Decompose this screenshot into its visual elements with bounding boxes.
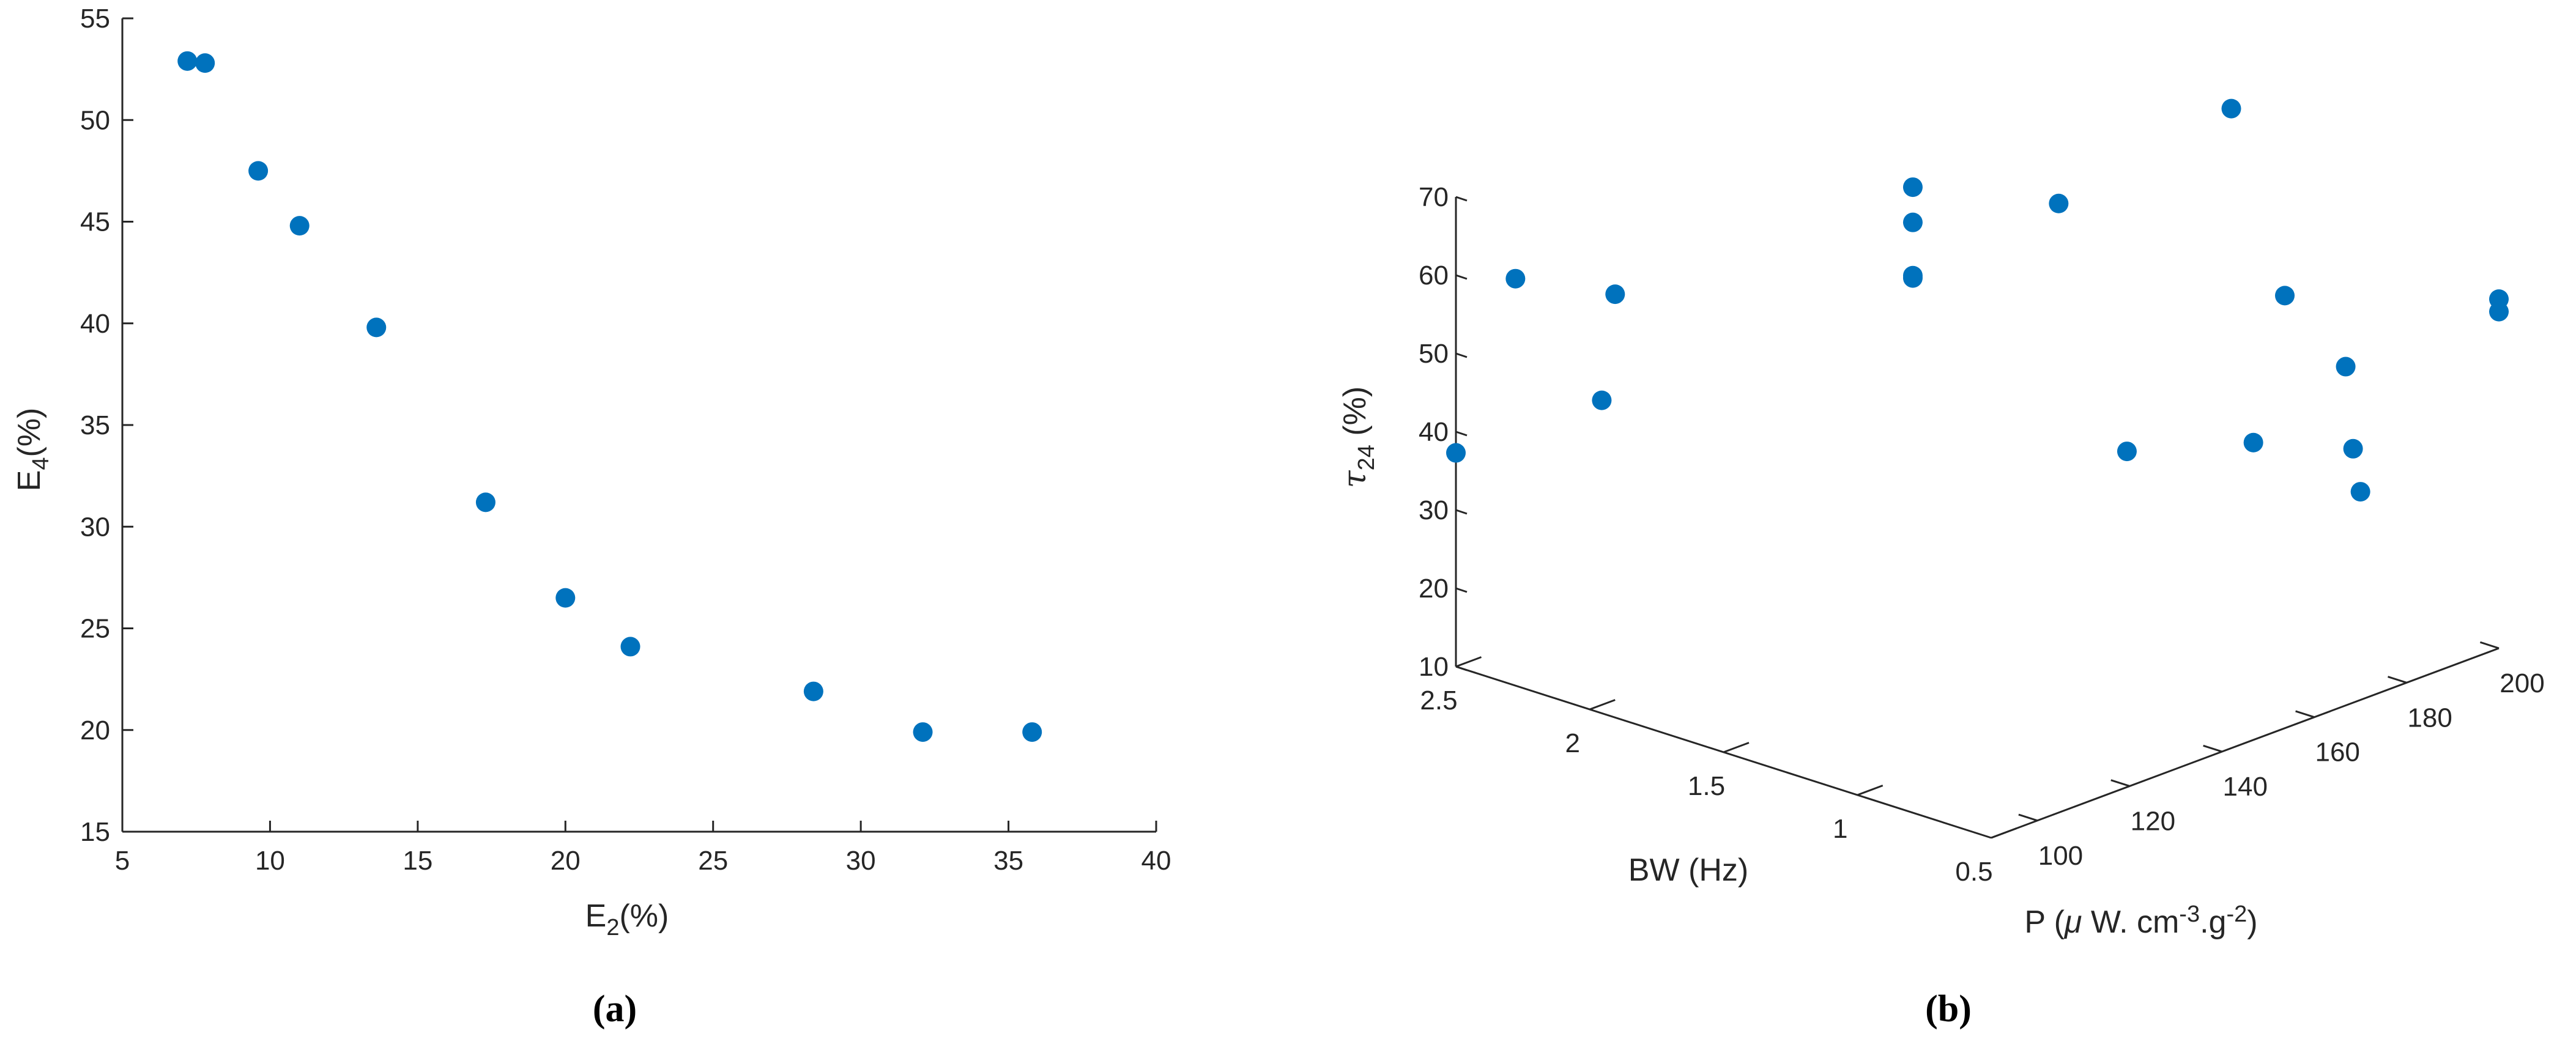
chart-a-point bbox=[803, 681, 823, 701]
chart-b-point bbox=[2489, 301, 2509, 322]
chart-b-z-axis-label: τ24 (%) bbox=[1337, 386, 1379, 488]
chart-b-x-tick bbox=[1589, 699, 1616, 711]
chart-b-y-tick-label: 180 bbox=[2407, 703, 2452, 733]
chart-b-y-tick bbox=[2388, 676, 2407, 684]
chart-a-point bbox=[1022, 722, 1042, 742]
chart-b-z-tick-label: 10 bbox=[1419, 652, 1449, 682]
chart-b-point bbox=[2117, 442, 2137, 462]
chart-b-y-tick-label: 100 bbox=[2038, 841, 2083, 871]
chart-b-x-tick-label: 2.5 bbox=[1420, 686, 1457, 715]
chart-a-point bbox=[913, 722, 933, 742]
chart-b-x-tick-label: 1 bbox=[1833, 814, 1847, 844]
chart-b-point bbox=[1446, 443, 1466, 463]
chart-b-point bbox=[2221, 98, 2241, 119]
chart-a-y-tick-label: 25 bbox=[80, 614, 110, 644]
chart-a-y-tick-label: 20 bbox=[80, 715, 110, 745]
chart-b-x-tick bbox=[1455, 656, 1482, 668]
chart-a-x-tick-label: 10 bbox=[255, 846, 285, 876]
chart-a-y-tick-label: 30 bbox=[80, 512, 110, 542]
chart-b-z-tick-label: 20 bbox=[1419, 574, 1449, 604]
chart-a-point bbox=[555, 588, 576, 608]
chart-b-z-tick bbox=[1455, 352, 1468, 358]
chart-b-point bbox=[1902, 177, 1923, 198]
chart-a-ticks: 5 10 15 20 25 30 35 40 15 20 25 30 35 40 45 50 55 bbox=[80, 4, 1171, 876]
chart-b-z-tick-label: 30 bbox=[1419, 495, 1449, 525]
chart-a-points bbox=[177, 51, 1042, 742]
chart-b-x-tick bbox=[1723, 742, 1750, 753]
chart-b-y-tick bbox=[2110, 779, 2130, 787]
chart-b-panel-label: (b) bbox=[1925, 988, 1972, 1030]
chart-b-ticks: 0.5 1 1.5 2 2.5 100 120 140 160 180 200 10 20 30 40 50 6… bbox=[1419, 182, 2545, 887]
chart-b-z-tick bbox=[1455, 509, 1468, 515]
chart-a-y-tick-label: 45 bbox=[80, 207, 110, 237]
chart-a-point bbox=[366, 317, 387, 338]
chart-b-point bbox=[2350, 482, 2370, 502]
chart-b-points bbox=[1446, 98, 2509, 502]
chart-a-x-tick-label: 30 bbox=[846, 846, 876, 876]
chart-b-z-tick-label: 70 bbox=[1419, 182, 1449, 212]
chart-b-point bbox=[2243, 432, 2263, 453]
chart-a-x-tick-label: 5 bbox=[115, 846, 130, 876]
chart-b-point bbox=[1902, 212, 1923, 232]
chart-b-z-tick-label: 60 bbox=[1419, 261, 1449, 290]
chart-b-x-tick-label: 2 bbox=[1565, 728, 1580, 758]
chart-b-x-tick bbox=[1857, 785, 1884, 796]
chart-b: 0.5 1 1.5 2 2.5 100 120 140 160 180 200 10 20 30 40 50 6… bbox=[1337, 98, 2545, 1030]
chart-a-point bbox=[177, 51, 198, 71]
chart-a-y-tick-label: 15 bbox=[80, 817, 110, 847]
chart-b-point bbox=[2275, 286, 2295, 306]
chart-a-point bbox=[620, 637, 640, 657]
chart-a-point bbox=[289, 216, 310, 236]
chart-b-y-tick-label: 200 bbox=[2500, 668, 2544, 698]
chart-a-x-tick-label: 15 bbox=[403, 846, 432, 876]
chart-a-panel-label: (a) bbox=[593, 988, 637, 1030]
chart-a-point bbox=[195, 53, 215, 73]
chart-b-y-tick bbox=[2203, 744, 2222, 753]
chart-b-y-axis-label: P (μ W. cm-3.g-2) bbox=[2024, 901, 2257, 940]
chart-a-y-axis-label: E4(%) bbox=[12, 408, 54, 492]
chart-b-y-tick-label: 160 bbox=[2315, 738, 2359, 767]
chart-b-z-tick bbox=[1455, 665, 1468, 671]
chart-b-z-tick-label: 50 bbox=[1419, 339, 1449, 369]
chart-a-y-tick-label: 50 bbox=[80, 105, 110, 135]
chart-b-y-tick-label: 140 bbox=[2223, 772, 2268, 802]
chart-b-point bbox=[2049, 193, 2069, 213]
chart-b-point bbox=[1902, 268, 1923, 288]
chart-b-y-tick bbox=[2295, 710, 2315, 719]
chart-b-point bbox=[1605, 284, 1625, 305]
chart-b-x-axis-label: BW (Hz) bbox=[1628, 852, 1748, 888]
chart-b-x-tick-label: 1.5 bbox=[1688, 771, 1725, 801]
chart-a-x-tick-label: 40 bbox=[1141, 846, 1171, 876]
chart-b-x-tick bbox=[1991, 827, 2017, 839]
chart-a-y-tick-label: 55 bbox=[80, 4, 110, 34]
chart-a-x-tick-label: 25 bbox=[698, 846, 728, 876]
chart-b-point bbox=[2343, 438, 2363, 459]
chart-b-y-tick bbox=[2479, 641, 2500, 649]
chart-a-point bbox=[248, 161, 269, 181]
chart-a-x-tick-label: 20 bbox=[551, 846, 581, 876]
chart-a-point bbox=[475, 492, 496, 512]
chart-b-point bbox=[1505, 268, 1526, 289]
chart-b-z-tick-label: 40 bbox=[1419, 417, 1449, 447]
chart-b-point bbox=[1592, 390, 1612, 410]
chart-b-z-tick bbox=[1455, 431, 1468, 437]
chart-b-y-tick bbox=[2018, 813, 2038, 822]
chart-a-axes bbox=[121, 18, 1156, 833]
chart-b-y-axis-line bbox=[1991, 647, 2500, 839]
chart-a-y-tick-label: 35 bbox=[80, 410, 110, 440]
chart-a-x-tick-label: 35 bbox=[993, 846, 1023, 876]
chart-b-x-tick-label: 0.5 bbox=[1955, 857, 1992, 887]
chart-b-z-tick bbox=[1455, 587, 1468, 593]
chart-b-y-tick-label: 120 bbox=[2131, 806, 2175, 836]
chart-b-z-tick bbox=[1455, 196, 1468, 202]
chart-a-y-tick-label: 40 bbox=[80, 309, 110, 339]
chart-b-point bbox=[2336, 357, 2356, 377]
chart-b-z-tick bbox=[1455, 274, 1468, 280]
chart-a-x-axis-label: E2(%) bbox=[585, 898, 669, 941]
